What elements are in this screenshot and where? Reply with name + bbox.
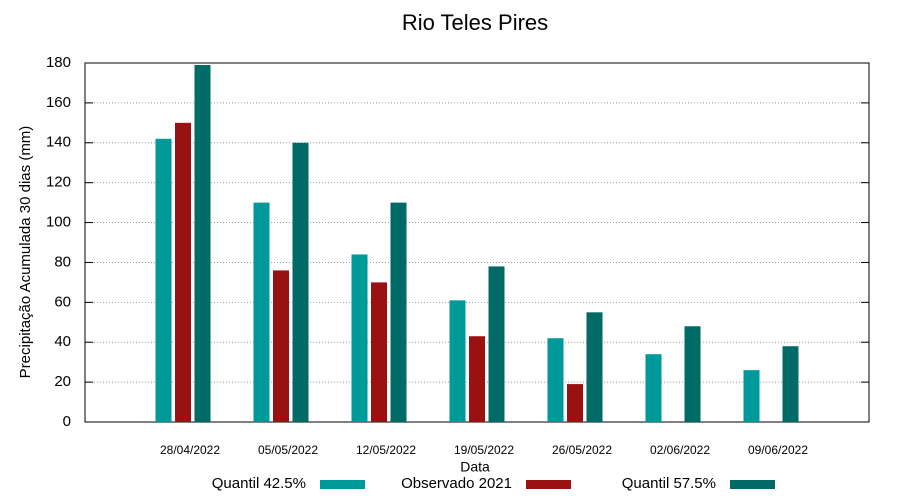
x-tick-label: 26/05/2022 [552,443,612,457]
x-tick-label: 19/05/2022 [454,443,514,457]
bar [273,270,289,422]
bar [547,338,564,422]
bar [292,142,309,422]
legend-label: Quantil 42.5% [212,475,306,492]
x-tick-label: 05/05/2022 [258,443,318,457]
bar [684,326,701,422]
x-tick-label: 12/05/2022 [356,443,416,457]
bar [782,346,799,422]
legend-swatch [320,480,365,489]
y-tick-label: 140 [46,134,71,151]
bar [645,354,662,422]
legend-label: Quantil 57.5% [622,475,716,492]
y-tick-label: 160 [46,94,71,111]
bar [449,300,466,422]
x-tick-label: 09/06/2022 [748,443,808,457]
y-tick-label: 80 [54,253,71,270]
y-tick-label: 180 [46,54,71,71]
bar [743,370,760,422]
legend-label: Observado 2021 [401,475,512,492]
x-axis-label: Data [460,459,490,475]
y-tick-label: 20 [54,373,71,390]
bar [586,312,603,422]
bar [390,202,407,422]
x-tick-label: 28/04/2022 [160,443,220,457]
y-tick-label: 60 [54,293,71,310]
bar [253,202,270,422]
y-tick-label: 0 [63,413,71,430]
bar [175,122,191,422]
y-axis-label: Precipitação Acumulada 30 dias (mm) [17,126,34,379]
bar [155,138,172,423]
bar [488,266,505,422]
bar [194,64,211,422]
x-tick-label: 02/06/2022 [650,443,710,457]
chart-title: Rio Teles Pires [402,10,548,35]
legend-swatch [730,480,775,489]
bar [567,384,583,422]
legend-swatch [526,480,571,489]
y-tick-label: 40 [54,333,71,350]
y-tick-label: 100 [46,214,71,231]
y-tick-label: 120 [46,174,71,191]
bar [371,282,387,422]
bar [469,336,485,422]
bar [351,254,368,422]
